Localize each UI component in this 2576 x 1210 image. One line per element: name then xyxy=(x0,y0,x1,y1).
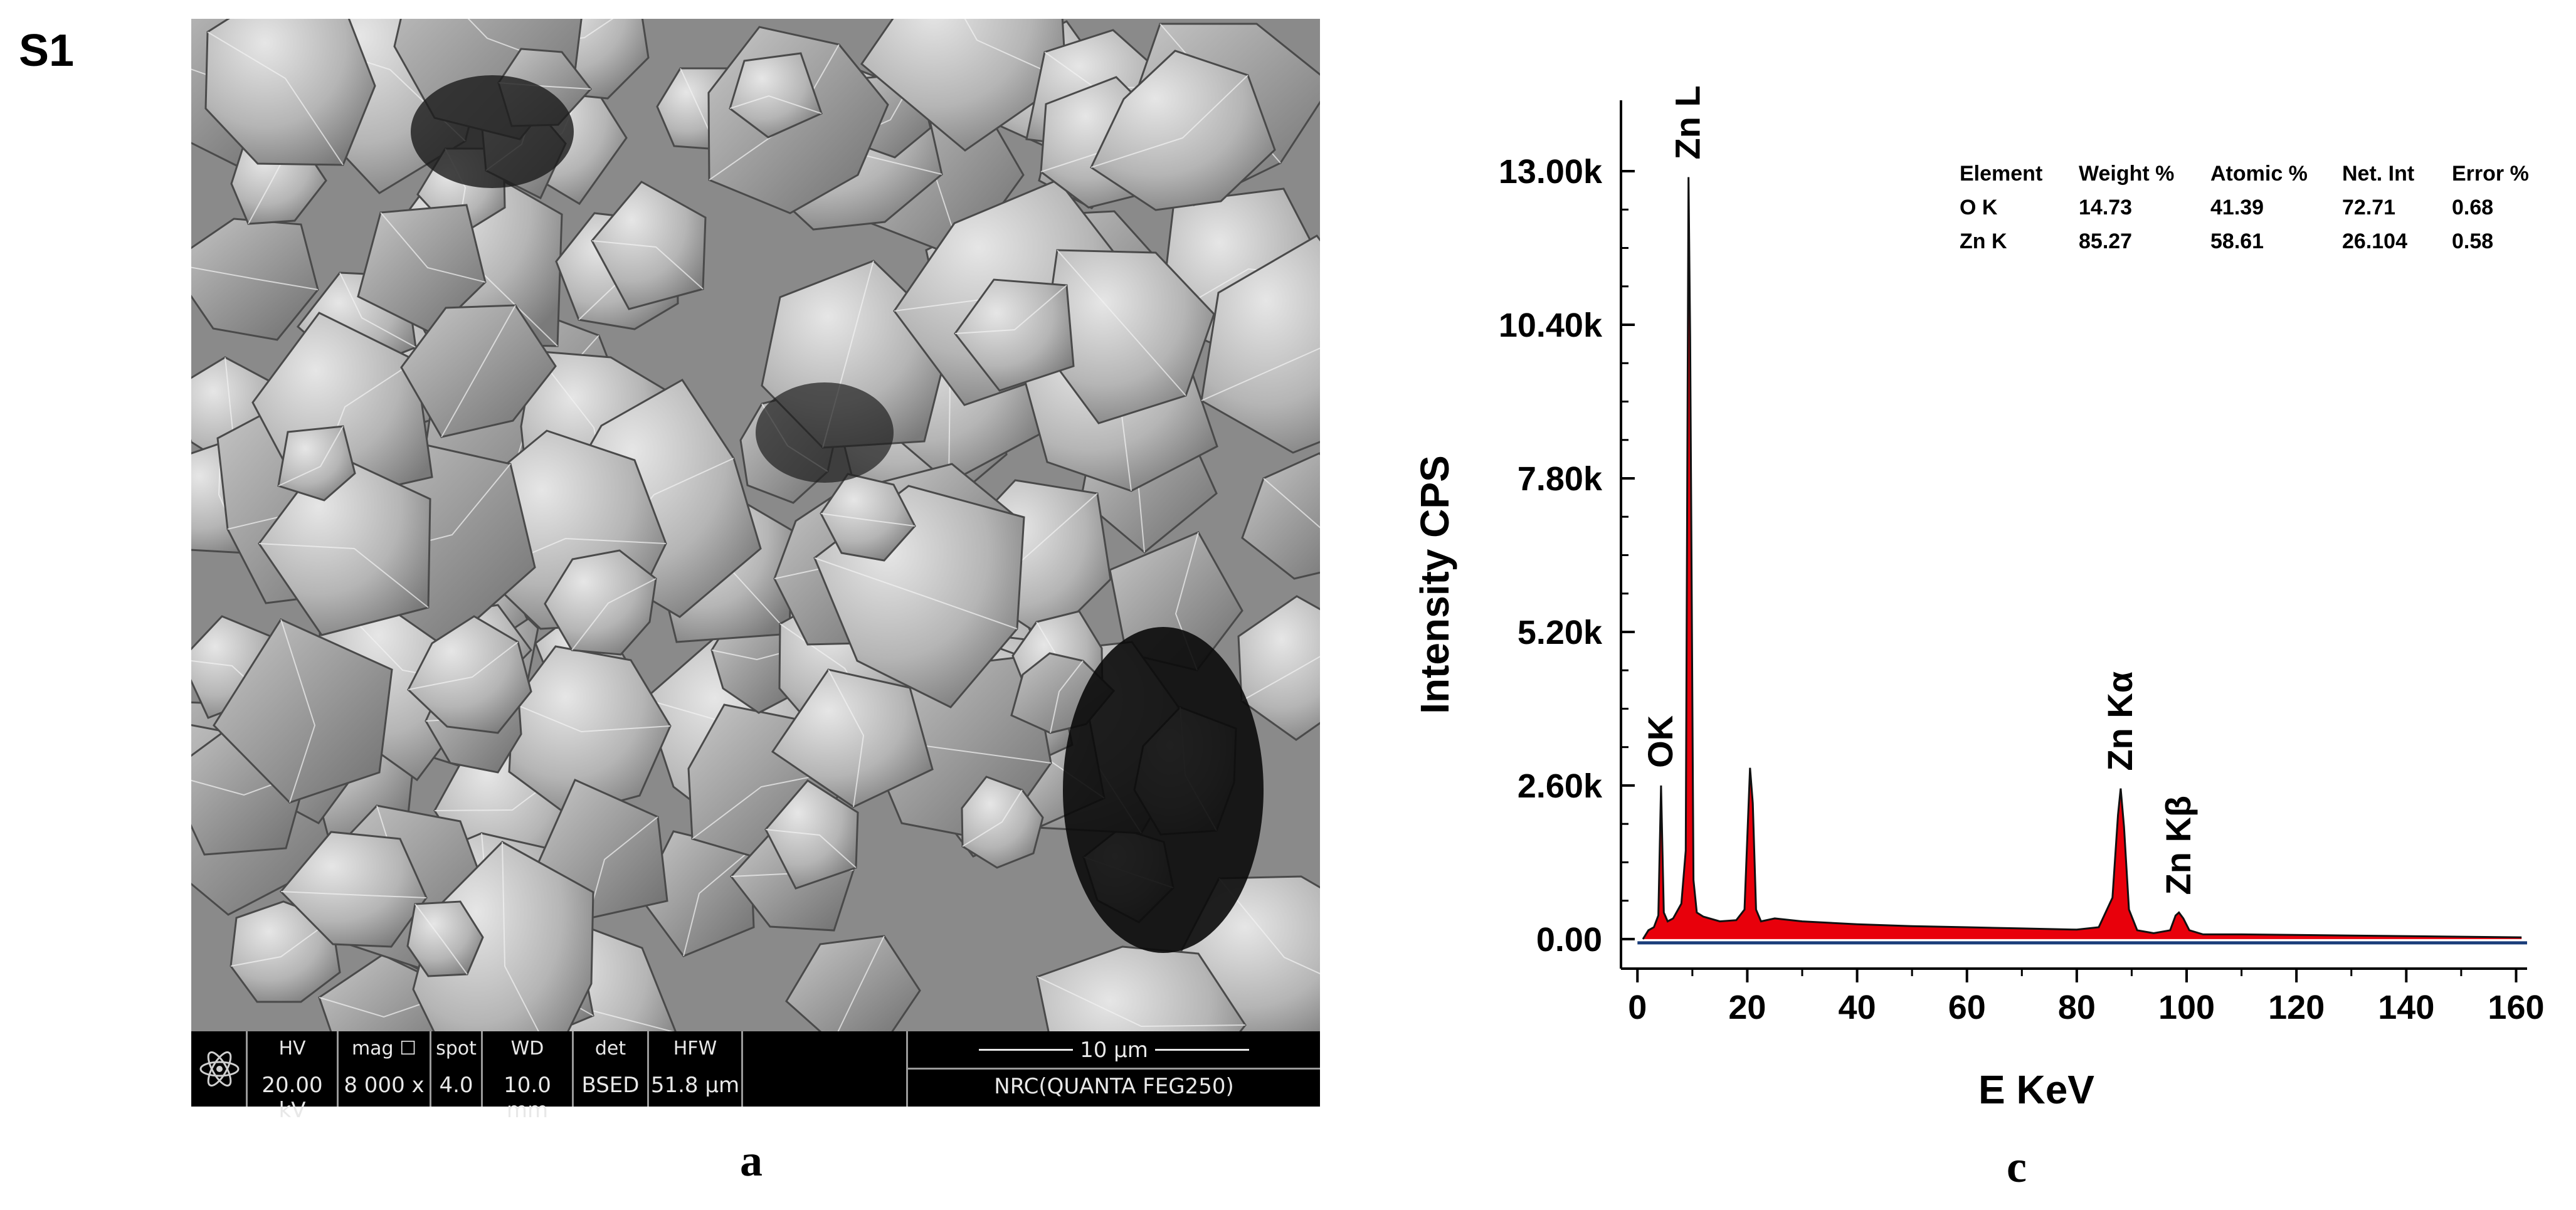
spectrum-line xyxy=(1642,177,2522,940)
x-tick-label: 0 xyxy=(1628,989,1647,1026)
databar-hfw-header: HFW xyxy=(673,1038,717,1060)
x-tick-label: 60 xyxy=(1948,989,1986,1026)
y-axis-title: Intensity CPS xyxy=(1412,455,1457,714)
peak-label: Zn L xyxy=(1668,85,1708,159)
y-tick-label: 0.00 xyxy=(1536,921,1602,959)
x-ticks: 0 20 40 60 80 100 120 140 160 xyxy=(1628,969,2545,1026)
databar-mag-header: mag ☐ xyxy=(351,1038,417,1060)
y-ticks: 0.00 2.60k 5.20k 7.80k 10.40k 13.00k xyxy=(1499,153,1635,959)
databar-mag: mag ☐ 8 000 x xyxy=(339,1031,431,1107)
databar-wd-header: WD xyxy=(510,1038,544,1060)
spectrum-fill xyxy=(1643,177,2522,939)
edx-spectrum-chart: Element Weight % Atomic % Net. Int Error % O … xyxy=(1412,85,2545,1112)
table-cell: 26.104 xyxy=(2342,229,2407,253)
table-cell: 58.61 xyxy=(2210,229,2264,253)
databar-hv-value: 20.00 kV xyxy=(261,1073,323,1123)
panel-c-label: c xyxy=(2007,1142,2027,1192)
table-cell: 41.39 xyxy=(2210,196,2264,219)
databar-det-value: BSED xyxy=(581,1073,640,1098)
peak-label: Zn Kα xyxy=(2100,671,2140,771)
x-tick-label: 40 xyxy=(1839,989,1876,1026)
table-header: Net. Int xyxy=(2342,162,2414,186)
peak-labels: OK Zn L Zn Kα Zn Kβ xyxy=(1640,85,2198,895)
x-tick-label: 100 xyxy=(2158,989,2215,1026)
databar-scale-cell: 10 μm NRC(QUANTA FEG250) xyxy=(906,1031,1320,1107)
table-cell: 0.68 xyxy=(2452,196,2493,219)
figure-label: S1 xyxy=(19,26,75,76)
x-axis-title: E KeV xyxy=(1978,1067,2094,1112)
x-tick-label: 80 xyxy=(2058,989,2096,1026)
databar-spot: spot 4.0 xyxy=(431,1031,483,1107)
databar-hfw: HFW 51.8 μm xyxy=(649,1031,743,1107)
table-header: Element xyxy=(1960,162,2042,186)
databar-mag-value: 8 000 x xyxy=(344,1073,425,1098)
x-tick-label: 140 xyxy=(2378,989,2434,1026)
sem-micrograph-image xyxy=(191,19,1320,1031)
table-header: Weight % xyxy=(2079,162,2174,186)
peak-label: Zn Kβ xyxy=(2158,796,2198,895)
table-cell: 72.71 xyxy=(2342,196,2395,219)
sem-databar: HV 20.00 kV mag ☐ 8 000 x spot 4.0 WD 10… xyxy=(191,1031,1320,1123)
databar-spot-value: 4.0 xyxy=(439,1073,473,1098)
databar-wd: WD 10.0 mm xyxy=(483,1031,574,1123)
y-tick-label: 5.20k xyxy=(1518,614,1603,651)
y-tick-label: 7.80k xyxy=(1518,460,1603,498)
peak-label: OK xyxy=(1640,715,1680,768)
databar-hv: HV 20.00 kV xyxy=(248,1031,339,1123)
edx-composition-table: Element Weight % Atomic % Net. Int Error % O … xyxy=(1960,162,2529,253)
atom-logo-icon xyxy=(191,1031,248,1107)
table-cell: 85.27 xyxy=(2079,229,2132,253)
table-header: Error % xyxy=(2452,162,2529,186)
table-header: Atomic % xyxy=(2210,162,2308,186)
databar-spot-header: spot xyxy=(436,1038,477,1060)
y-tick-label: 10.40k xyxy=(1499,307,1603,344)
databar-wd-value: 10.0 mm xyxy=(504,1073,551,1123)
databar-divider xyxy=(908,1068,1320,1070)
table-cell: 0.58 xyxy=(2452,229,2493,253)
y-tick-label: 13.00k xyxy=(1499,153,1603,191)
table-cell: O K xyxy=(1960,196,1998,219)
table-cell: Zn K xyxy=(1960,229,2007,253)
instrument-label: NRC(QUANTA FEG250) xyxy=(994,1074,1234,1099)
y-tick-label: 2.60k xyxy=(1518,767,1603,805)
scale-bar: 10 μm xyxy=(908,1038,1320,1063)
databar-hfw-value: 51.8 μm xyxy=(650,1073,740,1098)
databar-det-header: det xyxy=(594,1038,626,1060)
scale-bar-label: 10 μm xyxy=(1080,1038,1148,1063)
x-tick-label: 160 xyxy=(2488,989,2544,1026)
databar-det: det BSED xyxy=(574,1031,649,1107)
table-cell: 14.73 xyxy=(2079,196,2132,219)
x-tick-label: 20 xyxy=(1728,989,1766,1026)
x-tick-label: 120 xyxy=(2268,989,2325,1026)
panel-a-label: a xyxy=(740,1135,763,1186)
databar-hv-header: HV xyxy=(278,1038,306,1060)
sem-micrograph-panel: HV 20.00 kV mag ☐ 8 000 x spot 4.0 WD 10… xyxy=(191,19,1320,1123)
